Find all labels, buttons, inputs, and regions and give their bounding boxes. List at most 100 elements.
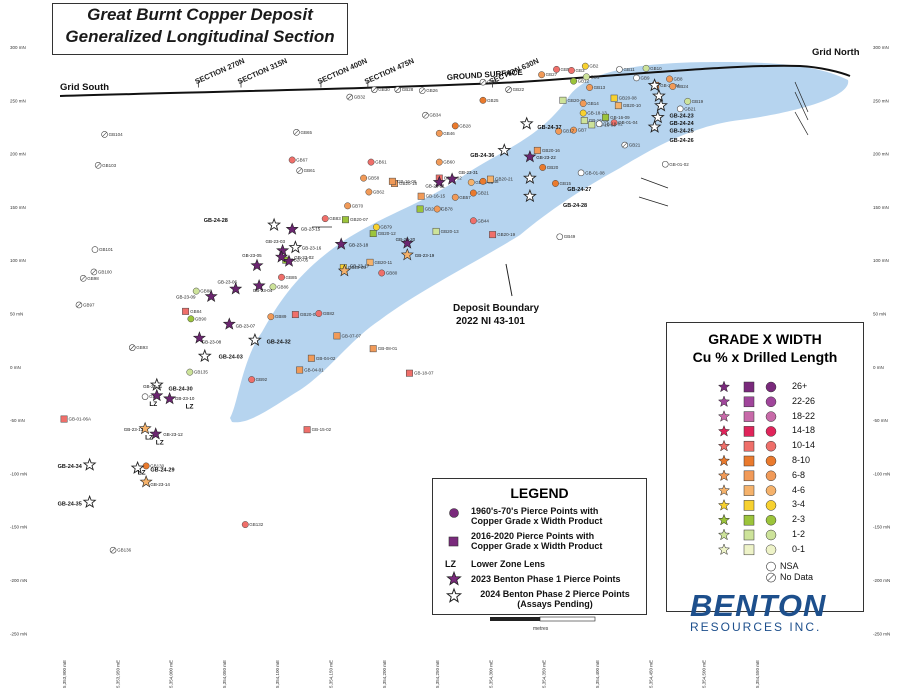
grade-class-label: 2-3 xyxy=(792,514,806,525)
hole-label: GB44 xyxy=(477,218,489,223)
hole-label: GB-23-12 xyxy=(163,432,183,437)
pierce-point-2024 xyxy=(647,78,662,92)
pierce-point-square xyxy=(487,175,494,183)
legend-symbols xyxy=(445,508,463,603)
y-axis-label-left: -100 mN xyxy=(10,471,27,476)
section-label: SECTION 475N xyxy=(363,56,415,86)
grade-title-1: GRADE X WIDTH xyxy=(708,331,822,347)
pierce-point-square xyxy=(559,96,567,104)
y-axis-label-left: -50 mN xyxy=(10,418,25,423)
hole-label: GB2 xyxy=(589,64,599,69)
hole-label: GB-16-15 xyxy=(426,194,446,199)
x-axis-label: 5,354,250 mE xyxy=(435,660,440,688)
pierce-point-square xyxy=(614,102,622,110)
hole-label: GB-23-21 xyxy=(425,184,445,189)
hole-label: GB-23-20 xyxy=(396,237,416,242)
hole-label: GB61 xyxy=(304,168,316,173)
pierce-point-circle xyxy=(241,521,249,529)
pierce-point-2024 xyxy=(522,188,537,203)
pierce-point-2023 xyxy=(192,331,206,344)
no-data-slash xyxy=(110,547,116,553)
pierce-point-circle xyxy=(344,202,352,210)
pierce-point-2023 xyxy=(400,236,414,249)
hole-label: GB-24-24 xyxy=(670,121,695,127)
grade-square-swatch xyxy=(743,455,755,467)
grade-square-swatch xyxy=(743,396,755,408)
pierce-point-circle xyxy=(186,368,194,376)
pierce-point-circle xyxy=(315,310,323,317)
hole-label: GB20-16 xyxy=(542,148,561,153)
pierce-point-square xyxy=(307,354,315,362)
pierce-point-square xyxy=(333,332,341,340)
hole-label: GB84 xyxy=(190,309,202,314)
pierce-point-circle xyxy=(372,223,380,231)
legend-box: LEGEND 1960's-70's Pierce Points with Cop… xyxy=(432,478,647,615)
grade-special-label: No Data xyxy=(780,571,814,582)
y-axis-label-right: -250 mN xyxy=(873,631,890,636)
pierce-point-circle xyxy=(451,122,459,130)
no-data-slash xyxy=(95,163,101,168)
grade-circle-swatch xyxy=(765,470,777,482)
hole-label: GB20-22 xyxy=(567,98,586,103)
pierce-point-square xyxy=(369,345,377,353)
pierce-point-circle xyxy=(469,189,477,197)
grade-swatches xyxy=(717,380,777,583)
no-data-slash xyxy=(102,132,107,137)
hole-label: GB21 xyxy=(629,143,641,148)
hole-label: GB28 xyxy=(402,87,414,92)
grade-square-swatch xyxy=(743,544,755,556)
pierce-point-square xyxy=(602,113,610,121)
grade-circle-swatch xyxy=(765,455,777,467)
hole-label: GB83 xyxy=(329,216,341,221)
pierce-point-circle xyxy=(642,64,650,72)
nsa-point xyxy=(676,105,684,113)
y-axis-label-left: -200 mN xyxy=(10,578,27,583)
grade-class-label: 22-26 xyxy=(792,395,816,406)
hole-label: GB-23-13 xyxy=(124,427,144,432)
grade-class-label: 3-4 xyxy=(792,499,806,510)
y-axis-label-right: 150 mN xyxy=(873,205,889,210)
deposit-boundary xyxy=(230,62,849,423)
y-axis-label-right: 0 mN xyxy=(873,365,884,370)
hole-label: GB-15-02 xyxy=(312,427,332,432)
hole-label: LZ xyxy=(145,434,153,441)
pierce-point-2023 xyxy=(432,175,446,188)
y-axis-label-left: -250 mN xyxy=(10,631,27,636)
pierce-point-circle xyxy=(555,127,563,135)
pierce-point-circle xyxy=(278,273,285,281)
hole-label: GB20-10 xyxy=(623,103,642,108)
grade-star-swatch xyxy=(717,513,731,526)
no-data-slash xyxy=(480,79,486,85)
no-data-slash xyxy=(423,113,428,118)
hole-label: LZ xyxy=(138,469,146,476)
pierce-point-circle xyxy=(365,188,373,196)
pierce-point-2023 xyxy=(149,427,163,440)
hole-label: GB135 xyxy=(194,370,209,375)
x-axis-label: 5,354,300 mE xyxy=(488,660,493,688)
grade-circle-swatch xyxy=(765,500,777,511)
hole-label: GB-24-35 xyxy=(58,501,82,507)
benton-logo: BENTON RESOURCES INC. xyxy=(690,588,826,634)
hole-label: GB-01-02 xyxy=(669,162,689,167)
x-axis-label: 5,354,400 mE xyxy=(595,660,600,688)
hole-label: GB62 xyxy=(373,189,385,194)
hole-label: GB20-03 xyxy=(300,312,319,317)
grade-star-swatch xyxy=(717,424,731,437)
hole-label: GB-24-03 xyxy=(219,354,243,360)
hole-label: GB10 xyxy=(650,66,662,71)
y-axis-label-right: 100 mN xyxy=(873,258,889,263)
hole-label: GB20-11 xyxy=(374,260,392,265)
pierce-point-circle xyxy=(579,100,587,107)
no-data-slash xyxy=(347,94,352,100)
hole-label: GB20-12 xyxy=(378,231,397,236)
hole-label: GB20-05 xyxy=(290,258,309,263)
hole-label: GB-23-05 xyxy=(242,253,262,258)
pointer-line xyxy=(794,111,809,136)
pierce-point-square xyxy=(366,258,374,266)
y-axis-label-left: 150 mN xyxy=(10,205,26,210)
pierce-point-2023 xyxy=(337,264,351,277)
hole-label: GB79 xyxy=(380,225,392,230)
no-data-slash xyxy=(767,574,775,581)
grade-class-label: 18-22 xyxy=(792,410,816,421)
